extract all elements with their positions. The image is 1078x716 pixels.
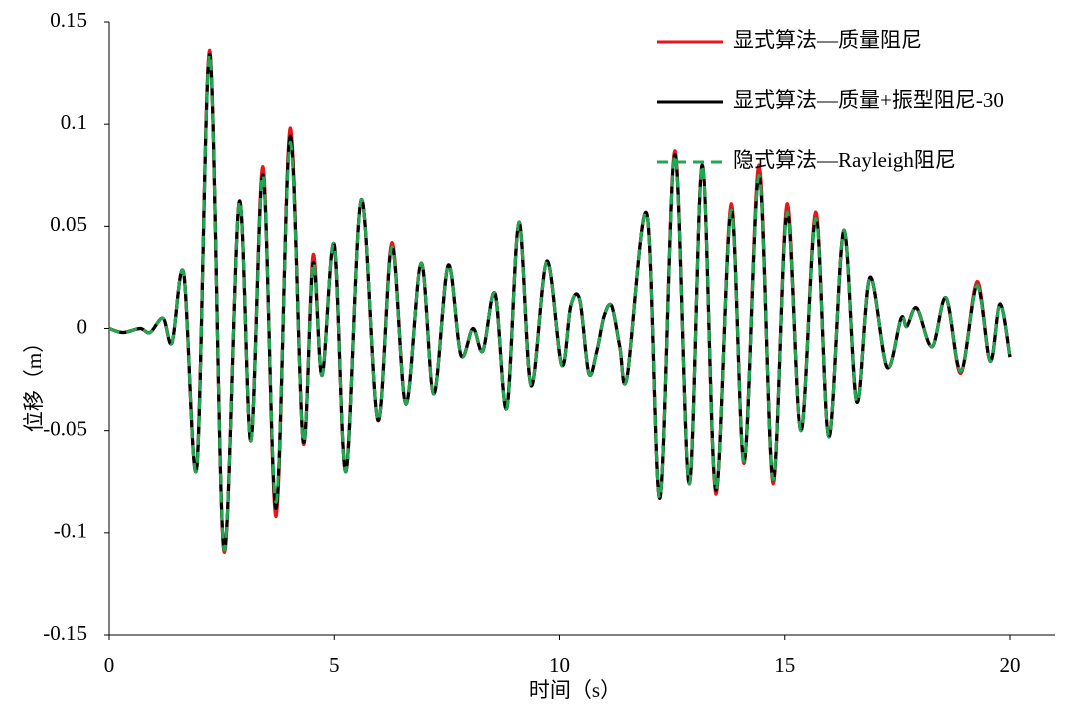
x-tick-label: 15 (774, 653, 795, 677)
y-tick-label: 0.05 (50, 212, 87, 236)
x-axis-label: 时间（s） (529, 678, 621, 702)
y-tick-label: -0.1 (54, 519, 87, 543)
y-tick-label: 0 (77, 314, 88, 338)
y-axis-label: 位移（m） (22, 332, 46, 432)
legend-label: 显式算法—质量+振型阻尼-30 (733, 88, 1004, 112)
x-tick-label: 20 (1000, 653, 1021, 677)
legend-label: 隐式算法—Rayleigh阻尼 (733, 148, 956, 172)
x-tick-label: 5 (329, 653, 340, 677)
y-tick-label: 0.15 (50, 8, 87, 32)
x-tick-label: 0 (104, 653, 115, 677)
legend-label: 显式算法—质量阻尼 (733, 28, 922, 52)
line-series (108, 53, 1012, 552)
x-tick-label: 10 (549, 653, 570, 677)
y-tick-label: -0.15 (43, 621, 87, 645)
y-tick-label: 0.1 (61, 110, 87, 134)
y-tick-label: -0.05 (43, 416, 87, 440)
